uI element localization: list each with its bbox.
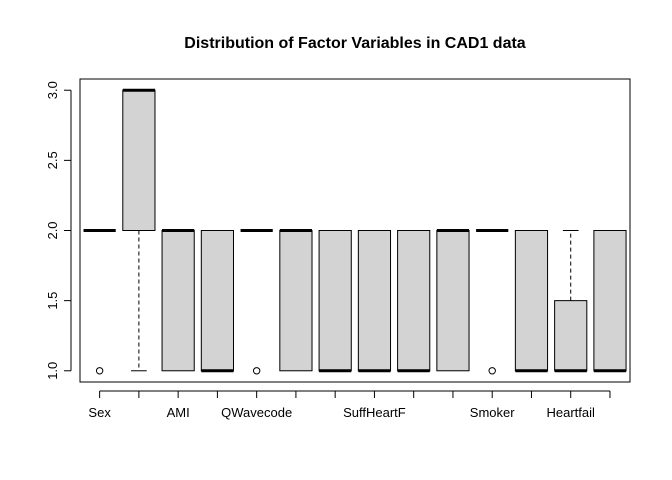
box-group xyxy=(200,230,234,373)
y-tick-label: 3.0 xyxy=(45,81,60,99)
y-tick-label: 2.5 xyxy=(45,151,60,169)
box-group xyxy=(161,229,195,372)
box-body xyxy=(122,89,156,231)
box-group xyxy=(593,230,627,373)
box-group xyxy=(122,88,156,372)
x-tick-label: Heartfail xyxy=(547,405,596,420)
box-group xyxy=(514,230,549,373)
box-body xyxy=(200,230,234,372)
box-body xyxy=(593,230,627,372)
x-tick-label: SuffHeartF xyxy=(343,405,406,420)
box-group xyxy=(554,230,588,373)
y-tick-label: 2.0 xyxy=(45,221,60,239)
box-body xyxy=(357,230,392,372)
box-body xyxy=(436,230,470,372)
x-tick-label: Smoker xyxy=(470,405,515,420)
outlier-point xyxy=(488,367,496,375)
box-body xyxy=(397,230,431,372)
plot-area: 1.0 1.5 2.0 2.5 3.0 Sex AMI QWavecode SuffHeartF… xyxy=(45,78,631,420)
box-group xyxy=(436,229,470,372)
box-group xyxy=(240,229,273,375)
box-body xyxy=(554,300,588,372)
outlier-point xyxy=(252,367,261,375)
box-body xyxy=(279,230,313,372)
box-body xyxy=(514,230,549,372)
box-group xyxy=(397,230,431,373)
y-tick-label: 1.0 xyxy=(45,362,60,380)
plot-frame xyxy=(79,78,631,383)
outlier-point xyxy=(95,367,104,375)
x-tick-label: QWavecode xyxy=(221,405,292,420)
x-tick-label: Sex xyxy=(88,405,111,420)
box-group xyxy=(318,230,352,373)
y-tick-label: 1.5 xyxy=(45,292,60,310)
box-group xyxy=(83,229,116,375)
box-body xyxy=(318,230,352,372)
box-body xyxy=(161,230,195,372)
chart-title: Distribution of Factor Variables in CAD1… xyxy=(184,35,525,52)
box-group xyxy=(357,230,392,373)
x-tick-label: AMI xyxy=(167,405,190,420)
box-group xyxy=(279,229,313,372)
box-group xyxy=(476,229,509,375)
